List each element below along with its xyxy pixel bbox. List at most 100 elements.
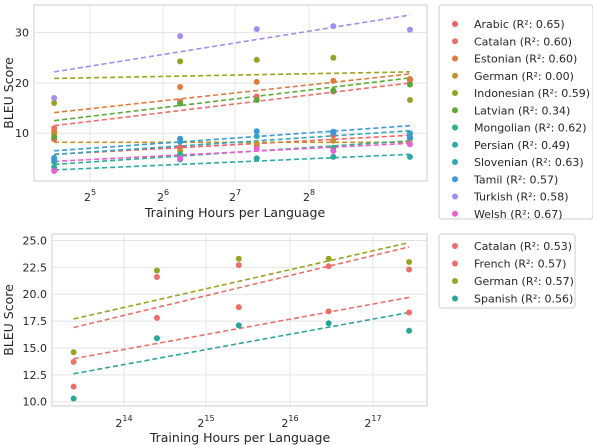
data-point <box>330 87 337 94</box>
trend-line <box>54 124 411 152</box>
legend-label: Latvian (R²: 0.34) <box>474 104 570 117</box>
legend-marker <box>452 176 458 183</box>
data-point <box>325 320 332 327</box>
x-axis-label: Training Hours per Language <box>144 205 326 220</box>
data-point <box>153 314 160 321</box>
data-point <box>70 395 77 402</box>
data-point <box>51 167 58 174</box>
legend-label: Welsh (R²: 0.67) <box>474 208 563 221</box>
legend-label: German (R²: 0.57) <box>474 275 574 288</box>
trend-line <box>54 153 410 171</box>
data-point <box>177 33 184 40</box>
legend-marker <box>452 141 458 148</box>
legend-marker <box>452 295 458 302</box>
data-point <box>177 155 184 162</box>
data-point <box>330 137 337 144</box>
data-point <box>235 255 242 262</box>
y-tick-label: 25.0 <box>23 234 48 247</box>
legend <box>438 4 593 220</box>
data-point <box>253 140 260 147</box>
data-point <box>406 327 413 334</box>
y-tick-label: 10 <box>15 127 29 140</box>
data-point <box>177 58 184 65</box>
legend-marker <box>452 38 458 45</box>
x-tick-label: 27 <box>229 188 241 204</box>
legend-label: French (R²: 0.57) <box>474 258 566 271</box>
legend-marker <box>452 107 458 114</box>
legend-marker <box>452 159 458 165</box>
data-point <box>253 97 260 104</box>
y-tick-label: 17.5 <box>23 315 48 328</box>
data-point <box>177 100 184 107</box>
y-tick-label: 15.0 <box>23 342 48 355</box>
data-point <box>153 267 160 274</box>
data-point <box>330 153 337 160</box>
legend-label: German (R²: 0.00) <box>474 70 574 83</box>
data-point <box>177 135 184 142</box>
y-tick-label: 22.5 <box>23 261 48 274</box>
data-point <box>70 358 77 365</box>
legend-marker <box>452 55 458 62</box>
trend-line <box>54 142 411 163</box>
legend <box>438 233 576 309</box>
data-point <box>253 78 260 85</box>
trend-line <box>54 82 411 127</box>
data-point <box>406 153 413 160</box>
legend-marker <box>452 260 458 267</box>
trend-line <box>54 77 411 122</box>
x-tick-label: 215 <box>197 414 214 430</box>
trend-line <box>73 311 410 375</box>
legend-marker <box>452 243 458 249</box>
data-point <box>406 134 413 141</box>
data-point <box>406 141 413 148</box>
legend-label: Estonian (R²: 0.60) <box>474 53 577 66</box>
data-point <box>51 156 58 163</box>
data-point <box>406 258 413 265</box>
data-point <box>330 128 337 135</box>
legend-label: Indonesian (R²: 0.59) <box>474 87 590 100</box>
y-tick-label: 12.5 <box>23 369 48 382</box>
legend-label: Slovenian (R²: 0.63) <box>474 156 584 169</box>
data-point <box>253 155 260 162</box>
legend-label: Tamil (R²: 0.57) <box>473 173 558 186</box>
data-point <box>406 309 413 316</box>
data-point <box>235 262 242 269</box>
data-point <box>325 255 332 262</box>
data-point <box>235 322 242 329</box>
legend-marker <box>452 124 458 131</box>
data-point <box>406 26 413 33</box>
data-point <box>253 26 260 33</box>
data-point <box>330 77 337 84</box>
y-axis-label: BLEU Score <box>1 57 16 129</box>
x-tick-label: 28 <box>303 188 315 204</box>
legend-label: Catalan (R²: 0.53) <box>474 240 572 253</box>
data-point <box>406 97 413 104</box>
legend-marker <box>452 21 458 27</box>
data-point <box>51 134 58 141</box>
data-point <box>330 23 337 30</box>
trend-line <box>54 73 411 114</box>
y-tick-label: 20.0 <box>23 288 48 301</box>
legend-label: Spanish (R²: 0.56) <box>474 293 573 306</box>
y-tick-label: 10.0 <box>23 396 48 409</box>
data-point <box>406 81 413 88</box>
data-point <box>51 95 58 102</box>
data-point <box>51 100 58 107</box>
data-point <box>177 83 184 90</box>
x-tick-label: 217 <box>364 414 381 430</box>
trend-line <box>73 296 410 360</box>
legend-marker <box>452 72 458 79</box>
data-point <box>325 263 332 270</box>
legend-label: Turkish (R²: 0.58) <box>473 191 569 204</box>
data-point <box>253 133 260 140</box>
data-point <box>406 75 413 82</box>
data-point <box>235 304 242 311</box>
data-point <box>253 56 260 63</box>
x-tick-label: 216 <box>281 414 298 430</box>
data-point <box>330 147 337 154</box>
legend-marker <box>452 193 458 200</box>
data-point <box>253 128 260 135</box>
legend-label: Mongolian (R²: 0.62) <box>474 122 587 135</box>
